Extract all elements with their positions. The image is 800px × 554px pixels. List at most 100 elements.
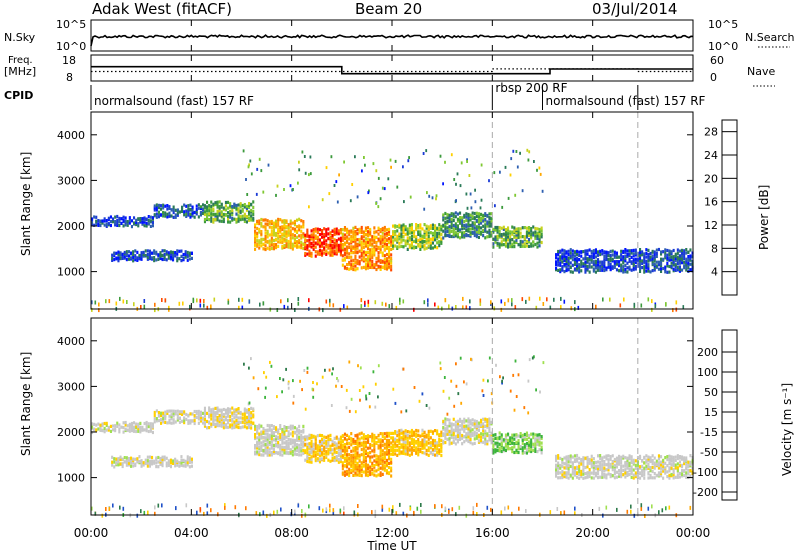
echo-cell (155, 465, 158, 469)
echo-cell (298, 435, 301, 439)
echo-cell (266, 445, 269, 449)
echo-cell (427, 237, 430, 241)
echo-cell (343, 447, 346, 451)
echo-cell (250, 420, 253, 424)
echo-cell (293, 234, 296, 238)
echo-cell (668, 249, 671, 253)
echo-cell (482, 422, 485, 426)
echo-cell (578, 258, 581, 262)
echo-cell (390, 457, 393, 461)
echo-cell (417, 447, 420, 451)
echo-cell (571, 252, 574, 256)
echo-cell (390, 259, 393, 263)
echo-cell (184, 464, 187, 468)
echo-cell (270, 440, 273, 444)
echo-cell (570, 306, 573, 311)
echo-cell (410, 451, 413, 455)
echo-cell (618, 269, 621, 273)
echo-cell (641, 464, 644, 468)
echo-cell (333, 458, 336, 463)
echo-cell (392, 438, 395, 442)
echo-cell (285, 234, 288, 238)
echo-cell (402, 238, 405, 242)
echo-cell (159, 256, 162, 261)
echo-cell (450, 213, 453, 217)
echo-cell (492, 448, 495, 452)
echo-cell (415, 432, 418, 436)
echo-cell (275, 246, 278, 250)
echo-cell (440, 438, 443, 442)
echo-cell (214, 422, 217, 426)
echo-cell (188, 257, 191, 261)
echo-cell (419, 247, 422, 251)
echo-cell (536, 237, 539, 241)
echo-cell (208, 218, 211, 222)
echo-cell (293, 426, 296, 430)
echo-cell (312, 247, 315, 251)
echo-cell (459, 228, 462, 232)
echo-cell (143, 299, 146, 303)
echo-cell (388, 245, 391, 249)
echo-cell (611, 460, 614, 464)
echo-cell (475, 211, 478, 215)
echo-cell (235, 413, 238, 417)
echo-cell (161, 464, 164, 468)
echo-cell (167, 459, 170, 463)
echo-cell (413, 235, 416, 239)
echo-cell (120, 425, 123, 429)
echo-cell (534, 234, 537, 238)
echo-cell (350, 437, 353, 441)
echo-cell (348, 260, 351, 265)
echo-cell (633, 302, 636, 307)
echo-cell (687, 257, 690, 261)
echo-cell (103, 421, 106, 426)
echo-cell (218, 219, 221, 223)
echo-cell (406, 239, 409, 243)
echo-cell (356, 441, 359, 445)
echo-cell (385, 231, 388, 236)
echo-cell (304, 435, 307, 439)
echo-cell (222, 407, 225, 412)
echo-cell (678, 460, 681, 464)
echo-cell (203, 406, 206, 410)
echo-cell (155, 258, 158, 262)
echo-cell (444, 230, 447, 234)
echo-cell (678, 254, 681, 258)
echo-cell (220, 202, 223, 206)
echo-cell (300, 243, 303, 247)
echo-cell (434, 504, 436, 509)
echo-cell (130, 219, 133, 223)
echo-cell (333, 245, 336, 249)
echo-cell (582, 257, 585, 261)
echo-cell (672, 257, 675, 261)
echo-cell (107, 425, 110, 430)
echo-cell (146, 464, 149, 468)
echo-cell (626, 266, 629, 270)
echo-cell (216, 212, 219, 216)
echo-cell (594, 474, 597, 478)
echo-cell (571, 461, 574, 465)
echo-cell (496, 225, 499, 230)
echo-cell (521, 433, 524, 437)
echo-cell (425, 433, 428, 437)
echo-cell (649, 458, 652, 462)
echo-cell (496, 237, 499, 241)
echo-cell (203, 212, 206, 216)
echo-cell (164, 410, 167, 414)
y-tick-label: 1000 (57, 266, 85, 279)
echo-cell (341, 238, 344, 242)
echo-cell (576, 459, 579, 463)
echo-cell (626, 249, 629, 253)
echo-cell (283, 434, 286, 438)
echo-cell (289, 243, 292, 247)
echo-cell (618, 469, 621, 473)
echo-cell (475, 225, 478, 229)
echo-cell (436, 453, 439, 457)
echo-cell (683, 459, 686, 463)
echo-cell (354, 238, 357, 242)
echo-cell (233, 420, 236, 424)
echo-cell (507, 432, 510, 436)
echo-cell (569, 454, 572, 458)
echo-cell (504, 165, 507, 169)
echo-cell (243, 203, 246, 207)
